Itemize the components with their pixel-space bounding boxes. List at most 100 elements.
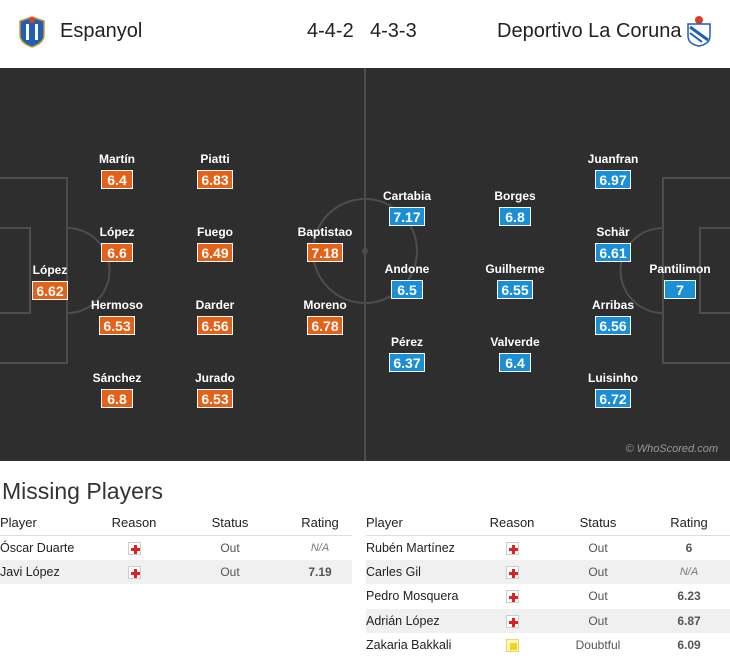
away-player[interactable]: Pantilimon 7 [640,262,720,300]
player-name[interactable]: Martín [99,152,135,166]
rating-cell: 6.09 [677,638,701,653]
player-name[interactable]: Baptistao [297,225,353,239]
missing-player-name[interactable]: Pedro Mosquera [366,589,459,604]
player-rating: 6.97 [595,170,631,189]
away-player[interactable]: Pérez 6.37 [367,335,447,373]
player-name[interactable]: Fuego [197,225,233,239]
home-player[interactable]: Moreno 6.78 [285,298,365,336]
reason-cell [476,633,548,658]
player-name[interactable]: Hermoso [90,298,143,312]
player-rating: 6.56 [197,316,233,335]
player-name[interactable]: Guilherme [485,262,545,276]
player-name[interactable]: Jurado [194,371,235,385]
reason-header: Reason [489,515,535,531]
player-rating: 6.49 [197,243,233,262]
away-player[interactable]: Borges 6.8 [475,189,555,227]
missing-player-name[interactable]: Adrián López [366,608,476,633]
reason-cell [96,559,172,584]
missing-player-name[interactable]: Rubén Martínez [366,540,455,555]
player-name[interactable]: Moreno [303,298,347,312]
table-row: Rubén Martínez Out 6 [366,535,730,560]
away-player[interactable]: Arribas 6.56 [573,298,653,336]
home-formation: 4-4-2 [307,20,354,42]
player-name[interactable]: Pérez [390,335,424,349]
home-player[interactable]: Darder 6.56 [175,298,255,336]
status-cell: Doubtful [575,638,621,653]
away-formation: 4-3-3 [370,20,417,42]
away-player[interactable]: Luisinho 6.72 [573,371,653,409]
player-name[interactable]: Darder [195,298,235,312]
player-name[interactable]: Juanfran [587,152,639,166]
status-cell: Out [548,608,648,633]
rating-cell: 6 [685,540,693,555]
away-player[interactable]: Andone 6.5 [367,262,447,300]
player-rating: 6.8 [101,389,133,408]
table-row: Adrián López Out 6.87 [366,608,730,633]
home-player[interactable]: Piatti 6.83 [175,152,255,190]
injury-icon [127,565,141,579]
reason-cell [476,559,548,584]
missing-player-name[interactable]: Carles Gil [366,559,476,584]
home-player[interactable]: Sánchez 6.8 [77,371,157,409]
rating-cell: 6.23 [677,589,701,604]
player-rating: 6.55 [497,280,533,299]
away-player[interactable]: Schär 6.61 [573,225,653,263]
injury-icon [505,590,519,604]
reason-cell [476,535,548,560]
home-team-name[interactable]: Espanyol [60,20,143,42]
rating-cell: 7.19 [288,559,352,584]
espanyol-crest-icon [17,15,47,49]
away-player[interactable]: Juanfran 6.97 [573,152,653,190]
injury-icon [505,614,519,628]
away-team-name[interactable]: Deportivo La Coruna [497,20,682,42]
home-player[interactable]: Hermoso 6.53 [77,298,157,336]
match-header: Espanyol 4-4-2 4-3-3 Deportivo La Coruna [0,0,730,66]
player-rating: 6.6 [101,243,133,262]
status-header: Status [211,515,249,531]
rating-header: Rating [670,515,708,531]
status-cell: Out [220,540,240,555]
player-name[interactable]: Sánchez [92,371,142,385]
player-name[interactable]: Valverde [490,335,540,349]
table-row: Pedro Mosquera Out 6.23 [366,584,730,609]
player-name[interactable]: Cartabia [382,189,432,203]
status-cell: Out [172,559,288,584]
player-rating: 6.37 [389,353,425,372]
player-rating: 6.78 [307,316,343,335]
home-player[interactable]: Jurado 6.53 [175,371,255,409]
player-name[interactable]: Arribas [591,298,635,312]
player-rating: 6.53 [99,316,135,335]
player-name[interactable]: López [32,263,68,277]
home-player[interactable]: López 6.6 [77,225,157,263]
missing-player-name[interactable]: Zakaria Bakkali [366,638,452,653]
player-name[interactable]: Piatti [200,152,230,166]
home-player[interactable]: López 6.62 [10,263,90,301]
player-name[interactable]: Andone [384,262,430,276]
away-player[interactable]: Valverde 6.4 [475,335,555,373]
away-player[interactable]: Guilherme 6.55 [475,262,555,300]
missing-player-name[interactable]: Óscar Duarte [0,540,75,555]
player-name[interactable]: Borges [494,189,536,203]
player-rating: 7.18 [307,243,343,262]
injury-icon [505,541,519,555]
table-row: Zakaria Bakkali Doubtful 6.09 [366,633,730,658]
player-name[interactable]: Schär [596,225,630,239]
home-player[interactable]: Baptistao 7.18 [285,225,365,263]
table-row: Óscar Duarte Out N/A [0,535,352,560]
player-name[interactable]: López [99,225,135,239]
status-cell: Out [548,559,648,584]
status-cell: Out [588,589,608,604]
home-player[interactable]: Fuego 6.49 [175,225,255,263]
player-rating: 6.53 [197,389,233,408]
player-name[interactable]: Pantilimon [649,262,711,276]
player-header: Player [366,515,403,531]
reason-cell [476,584,548,609]
home-player[interactable]: Martín 6.4 [77,152,157,190]
pitch-lineup: López 6.62 Martín 6.4 López 6.6 Hermoso 6.53 Sán… [0,68,730,461]
player-rating: 6.83 [197,170,233,189]
away-player[interactable]: Cartabia 7.17 [367,189,447,227]
watermark: © WhoScored.com [625,443,718,455]
player-name[interactable]: Luisinho [588,371,638,385]
missing-player-name[interactable]: Javi López [0,559,96,584]
table-row: Javi López Out 7.19 [0,559,352,584]
